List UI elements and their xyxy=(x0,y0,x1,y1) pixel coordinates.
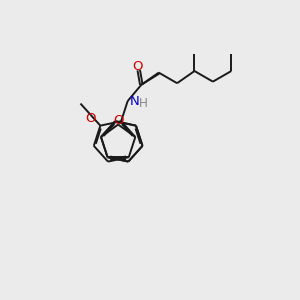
Text: O: O xyxy=(113,114,123,127)
Text: O: O xyxy=(85,112,96,125)
Text: H: H xyxy=(139,97,148,110)
Text: O: O xyxy=(132,60,143,73)
Text: N: N xyxy=(130,94,140,107)
